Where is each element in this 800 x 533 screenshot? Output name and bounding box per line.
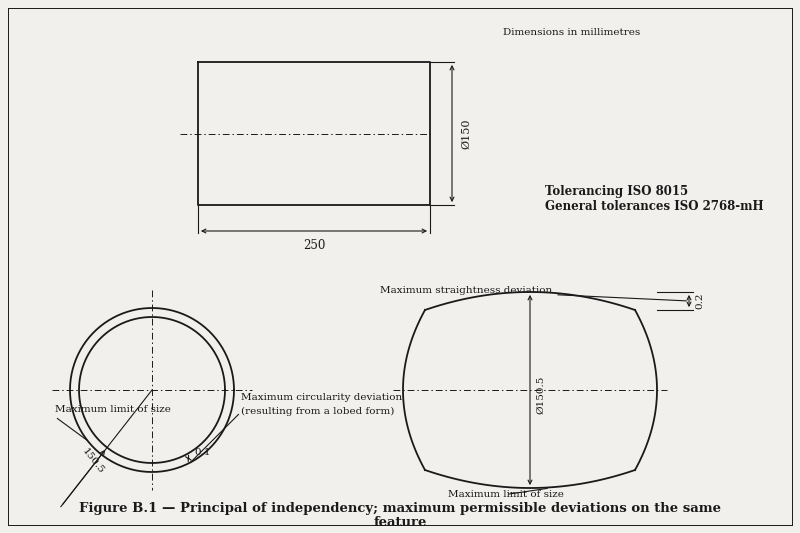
Text: Maximum limit of size: Maximum limit of size	[55, 406, 171, 415]
Text: Dimensions in millimetres: Dimensions in millimetres	[502, 28, 640, 37]
Text: feature: feature	[374, 516, 426, 529]
Text: Ø150: Ø150	[461, 118, 471, 149]
Text: 250: 250	[303, 239, 325, 252]
Text: Tolerancing ISO 8015: Tolerancing ISO 8015	[545, 185, 688, 198]
Text: Maximum straightness deviation: Maximum straightness deviation	[380, 286, 686, 301]
Text: Maximum circularity deviation: Maximum circularity deviation	[242, 393, 402, 402]
Text: General tolerances ISO 2768-mH: General tolerances ISO 2768-mH	[545, 200, 764, 213]
Text: Figure B.1 — Principal of independency; maximum permissible deviations on the sa: Figure B.1 — Principal of independency; …	[79, 502, 721, 515]
Text: 150.5: 150.5	[80, 446, 105, 475]
Text: Ø150.5: Ø150.5	[536, 376, 545, 414]
Text: 0.1: 0.1	[194, 448, 211, 457]
Text: (resulting from a lobed form): (resulting from a lobed form)	[242, 407, 395, 416]
Text: 0.2: 0.2	[695, 293, 704, 309]
Text: Maximum limit of size: Maximum limit of size	[448, 488, 564, 499]
